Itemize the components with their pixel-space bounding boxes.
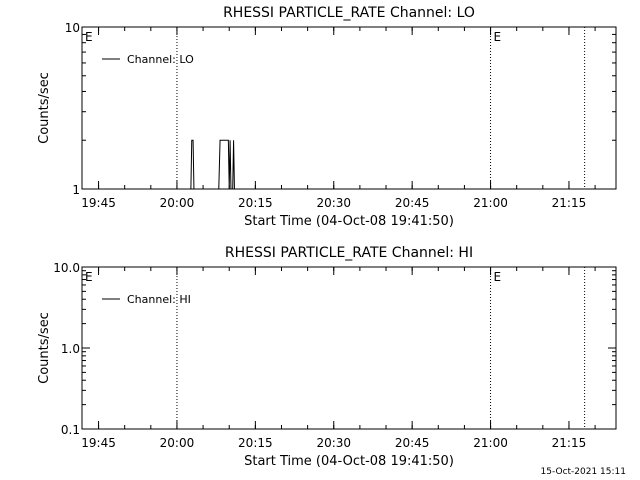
x-axis-title: Start Time (04-Oct-08 19:41:50) <box>244 214 454 229</box>
chart-panel-2: RHESSI PARTICLE_RATE Channel: HI 19:45 20:… <box>37 245 617 469</box>
event-label: E <box>494 270 502 284</box>
chart-title: RHESSI PARTICLE_RATE Channel: HI <box>225 245 473 261</box>
x-tick-label: 20:30 <box>316 196 351 210</box>
event-label: E <box>85 30 93 44</box>
x-tick-label: 20:00 <box>160 196 195 210</box>
y-axis-title: Counts/sec <box>37 72 52 144</box>
x-tick-label: 19:45 <box>81 196 116 210</box>
y-tick-label: 1 <box>72 183 80 197</box>
y-tick-label: 10 <box>65 21 80 35</box>
legend-label: Channel: HI <box>127 293 191 306</box>
y-axis-title: Counts/sec <box>37 312 52 384</box>
y-tick-label: 1.0 <box>61 342 80 356</box>
x-tick-label: 21:15 <box>552 196 587 210</box>
x-tick-label: 20:30 <box>316 436 351 450</box>
x-tick-label: 20:15 <box>238 196 273 210</box>
plot-frame <box>81 266 617 430</box>
plot-frame <box>81 26 617 190</box>
x-tick-label: 20:00 <box>160 436 195 450</box>
chart-panel-1: RHESSI PARTICLE_RATE Channel: LO 19:45 20:… <box>37 5 617 229</box>
x-tick-label: 20:45 <box>395 196 430 210</box>
chart-title: RHESSI PARTICLE_RATE Channel: LO <box>223 5 475 21</box>
event-label: E <box>85 270 93 284</box>
x-tick-label: 21:15 <box>552 436 587 450</box>
x-tick-label: 19:45 <box>81 436 116 450</box>
y-tick-label: 10.0 <box>53 261 80 275</box>
footer-timestamp: 15-Oct-2021 15:11 <box>541 467 626 477</box>
y-tick-label: 0.1 <box>61 423 80 437</box>
event-label: E <box>494 30 502 44</box>
x-tick-label: 21:00 <box>473 436 508 450</box>
x-tick-label: 20:15 <box>238 436 273 450</box>
x-axis-title: Start Time (04-Oct-08 19:41:50) <box>244 454 454 469</box>
legend-label: Channel: LO <box>127 53 194 66</box>
x-tick-label: 20:45 <box>395 436 430 450</box>
series-line <box>190 139 235 190</box>
x-tick-label: 21:00 <box>473 196 508 210</box>
